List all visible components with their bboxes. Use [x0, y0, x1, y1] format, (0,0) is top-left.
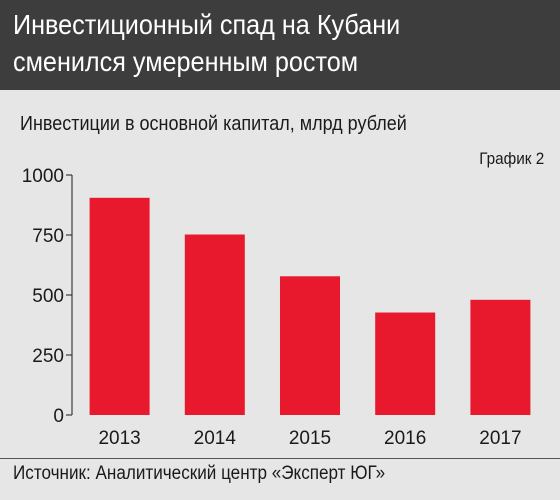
y-tick-label: 0	[53, 406, 64, 427]
bar-2017	[470, 299, 531, 415]
y-tick-label: 500	[32, 286, 64, 307]
y-axis: 0 250 500 750 1000	[22, 166, 73, 427]
chart-number-tag: График 2	[478, 149, 544, 168]
x-tick-label: 2015	[289, 428, 331, 449]
y-tick-label: 750	[32, 226, 64, 247]
x-tick-label: 2013	[98, 428, 140, 449]
bar-2013	[89, 197, 150, 415]
chart-title: Инвестиционный спад на Кубани сменился у…	[13, 9, 401, 77]
bar-2014	[184, 234, 245, 415]
footer-divider	[0, 458, 560, 459]
title-bar: Инвестиционный спад на Кубани сменился у…	[0, 0, 560, 90]
y-tick-label: 1000	[22, 166, 64, 187]
bar-2015	[280, 276, 340, 415]
bar-2016	[375, 312, 436, 415]
source-note: Источник: Аналитический центр «Эксперт Ю…	[13, 463, 386, 484]
chart-subtitle: Инвестиции в основной капитал, млрд рубл…	[20, 113, 407, 135]
x-tick-label: 2014	[194, 428, 237, 449]
x-axis: 2013 2014 2015 2016 2017	[98, 428, 521, 449]
x-tick-label: 2017	[479, 428, 521, 449]
y-tick-label: 250	[32, 346, 64, 367]
bar-chart: 0 250 500 750 1000 2013 2014 2015 2016 2017	[22, 166, 531, 449]
x-tick-label: 2016	[384, 428, 426, 449]
bars	[89, 197, 531, 415]
